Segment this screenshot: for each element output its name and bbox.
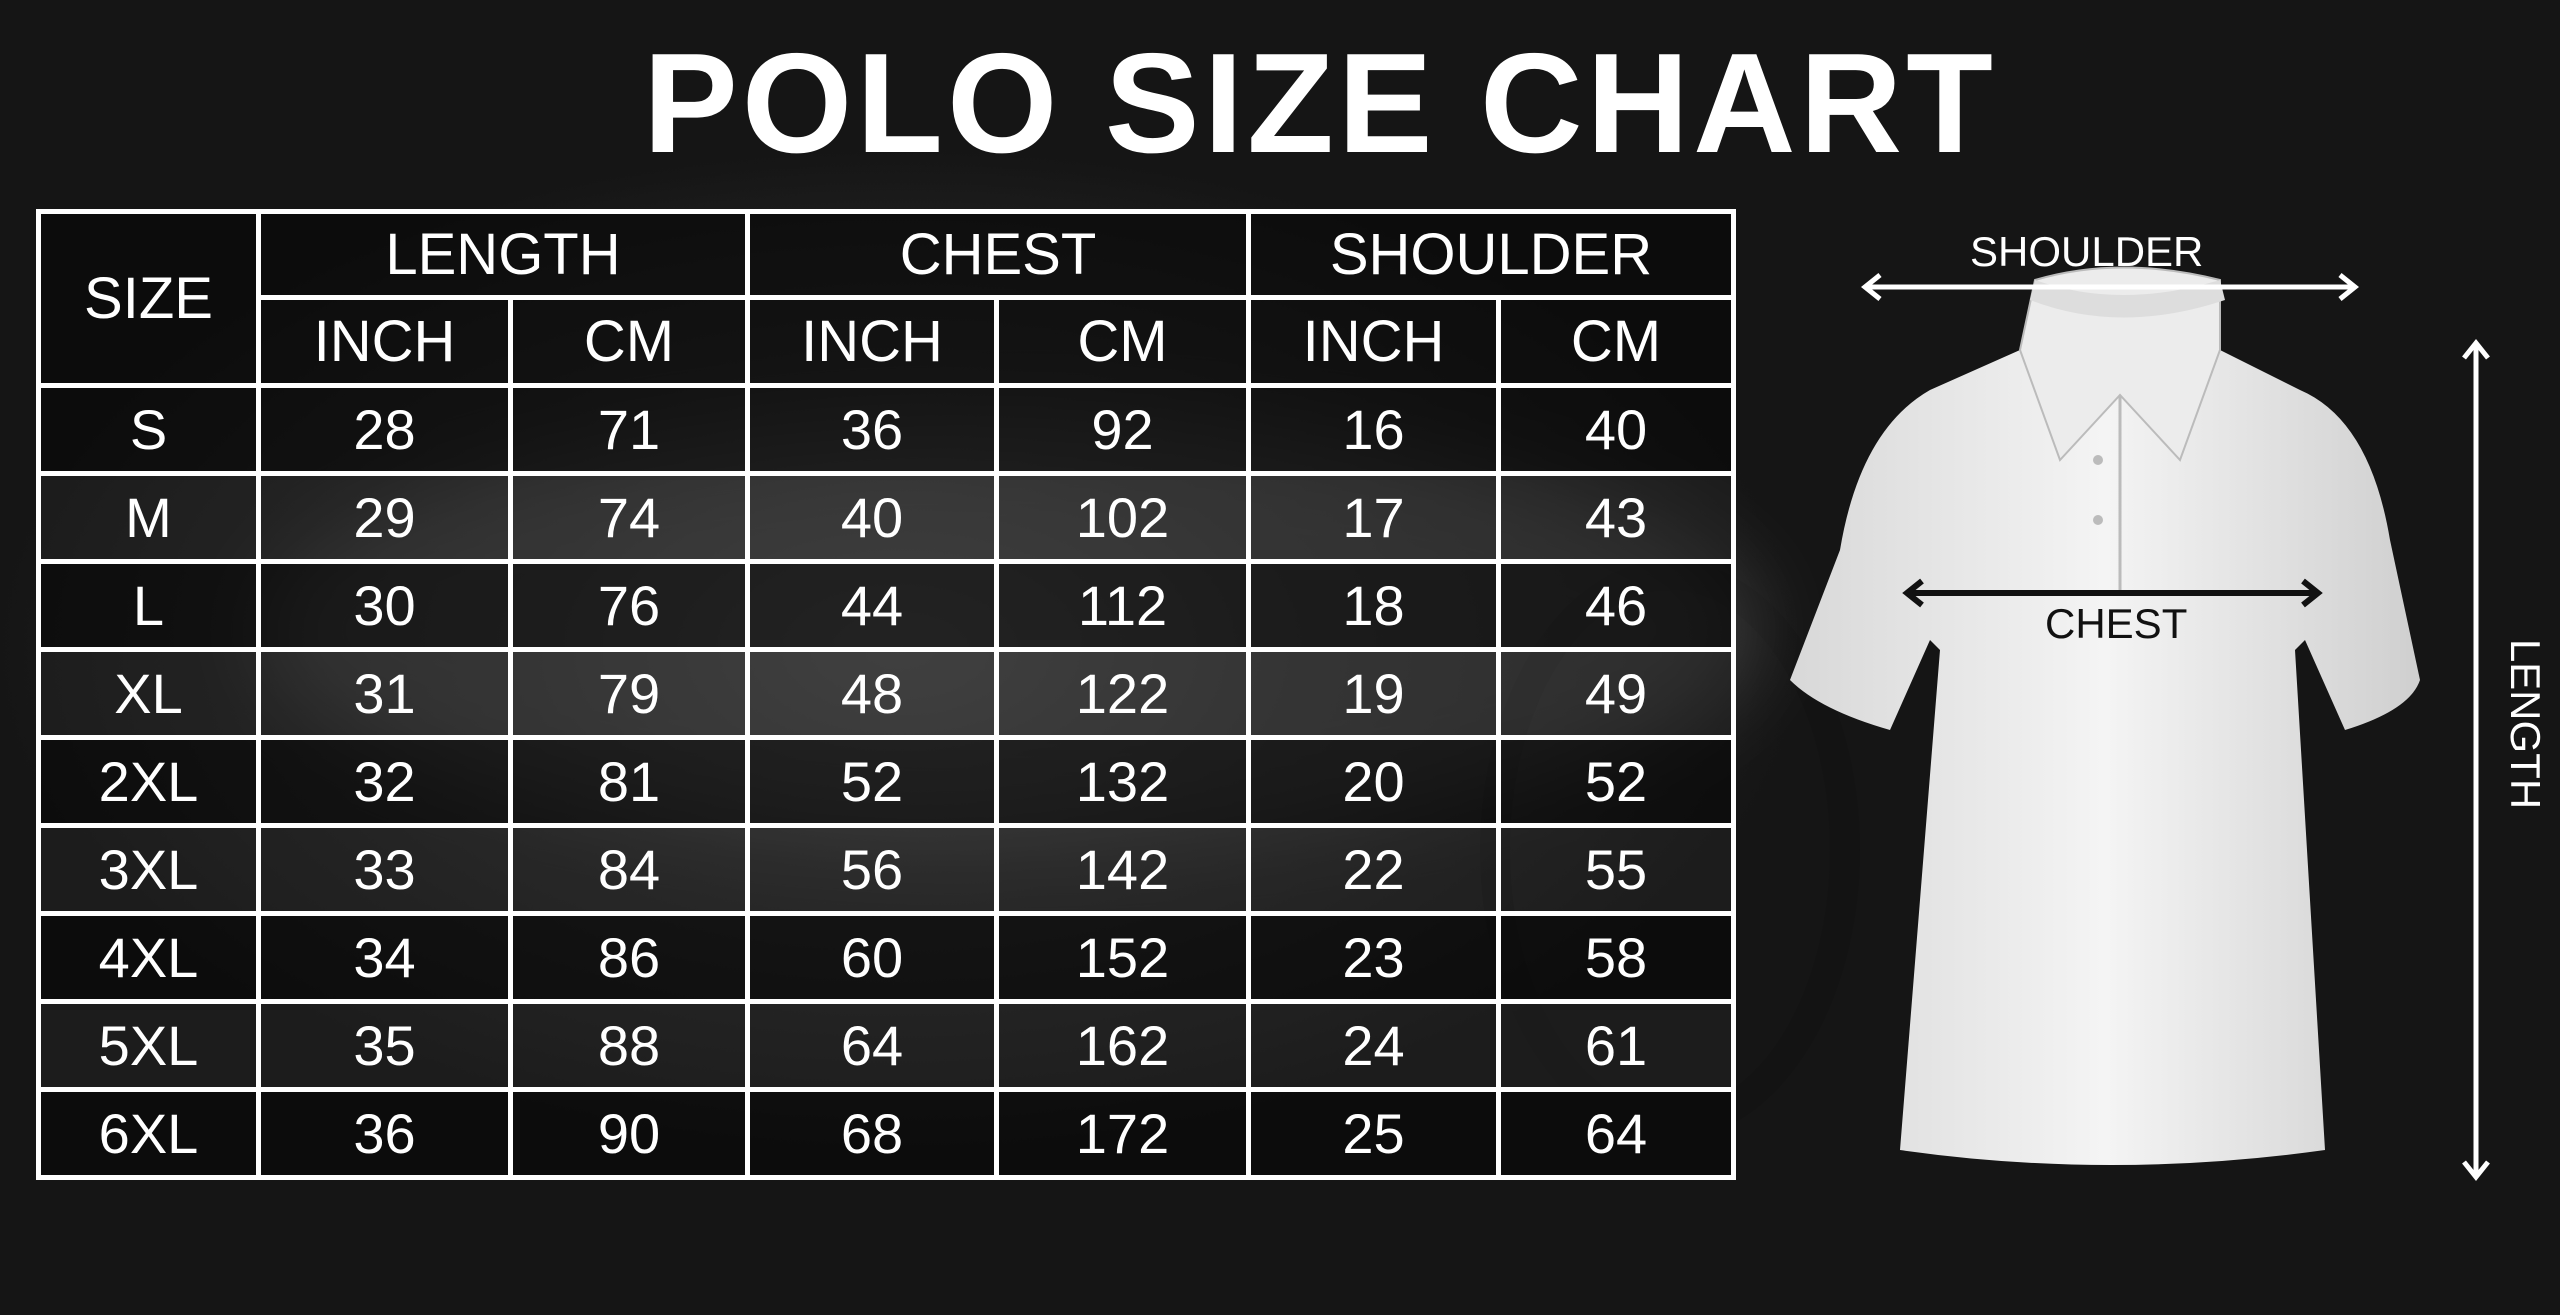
cell-shoulder-inch: 24 — [1246, 999, 1501, 1092]
cell-shoulder-cm: 43 — [1496, 471, 1736, 564]
cell-length-cm: 76 — [508, 559, 750, 652]
cell-length-cm: 71 — [508, 383, 750, 476]
cell-chest-cm: 152 — [994, 911, 1251, 1004]
cell-length-inch: 29 — [256, 471, 513, 564]
polo-shirt-illustration — [1790, 266, 2490, 1182]
chest-arrow — [1902, 578, 2323, 608]
cell-chest-cm: 102 — [994, 471, 1251, 564]
cell-shoulder-cm: 49 — [1496, 647, 1736, 740]
size-chart-table: SIZE LENGTH CHEST SHOULDER INCH CM INCH … — [36, 209, 1736, 1180]
cell-chest-cm: 162 — [994, 999, 1251, 1092]
cell-shoulder-cm: 55 — [1496, 823, 1736, 916]
length-label: LENGTH — [2502, 638, 2549, 810]
cell-chest-inch: 64 — [745, 999, 999, 1092]
cell-chest-inch: 44 — [745, 559, 999, 652]
cell-length-inch: 35 — [256, 999, 513, 1092]
cell-size: S — [36, 383, 261, 476]
chest-label: CHEST — [2045, 600, 2188, 647]
cell-shoulder-inch: 17 — [1246, 471, 1501, 564]
cell-length-inch: 34 — [256, 911, 513, 1004]
table-row: 5XL 35 88 64 162 24 61 — [36, 999, 1736, 1092]
cell-shoulder-cm: 58 — [1496, 911, 1736, 1004]
cell-chest-inch: 36 — [745, 383, 999, 476]
cell-chest-cm: 112 — [994, 559, 1251, 652]
cell-chest-inch: 40 — [745, 471, 999, 564]
header-shoulder: SHOULDER — [1246, 209, 1736, 300]
table-row: M 29 74 40 102 17 43 — [36, 471, 1736, 564]
cell-chest-cm: 122 — [994, 647, 1251, 740]
cell-length-cm: 90 — [508, 1087, 750, 1180]
cell-size: XL — [36, 647, 261, 740]
table-row: L 30 76 44 112 18 46 — [36, 559, 1736, 652]
cell-shoulder-cm: 46 — [1496, 559, 1736, 652]
cell-chest-inch: 56 — [745, 823, 999, 916]
cell-chest-inch: 52 — [745, 735, 999, 828]
cell-chest-inch: 60 — [745, 911, 999, 1004]
cell-chest-inch: 68 — [745, 1087, 999, 1180]
shirt-body — [1790, 350, 2420, 1165]
cell-length-inch: 28 — [256, 383, 513, 476]
page-title: POLO SIZE CHART — [643, 24, 1997, 183]
header-chest-inch: INCH — [745, 295, 999, 388]
table-row: XL 31 79 48 122 19 49 — [36, 647, 1736, 740]
header-length: LENGTH — [256, 209, 750, 300]
header-length-cm: CM — [508, 295, 750, 388]
cell-shoulder-inch: 20 — [1246, 735, 1501, 828]
table-row: 2XL 32 81 52 132 20 52 — [36, 735, 1736, 828]
table-body: S 28 71 36 92 16 40 M 29 74 40 102 17 43 L 30 76 44 112 18 4… — [36, 383, 1736, 1180]
header-length-inch: INCH — [256, 295, 513, 388]
cell-length-cm: 84 — [508, 823, 750, 916]
cell-size: 2XL — [36, 735, 261, 828]
cell-length-cm: 88 — [508, 999, 750, 1092]
table-row: 6XL 36 90 68 172 25 64 — [36, 1087, 1736, 1180]
cell-shoulder-inch: 18 — [1246, 559, 1501, 652]
cell-length-inch: 30 — [256, 559, 513, 652]
cell-shoulder-inch: 22 — [1246, 823, 1501, 916]
header-shoulder-cm: CM — [1496, 295, 1736, 388]
header-shoulder-inch: INCH — [1246, 295, 1501, 388]
shoulder-label: SHOULDER — [1970, 228, 2204, 275]
header-chest: CHEST — [745, 209, 1251, 300]
cell-size: 5XL — [36, 999, 261, 1092]
cell-size: 3XL — [36, 823, 261, 916]
cell-length-inch: 33 — [256, 823, 513, 916]
header-size: SIZE — [36, 209, 261, 388]
cell-length-cm: 74 — [508, 471, 750, 564]
cell-chest-cm: 132 — [994, 735, 1251, 828]
cell-shoulder-cm: 52 — [1496, 735, 1736, 828]
cell-shoulder-cm: 61 — [1496, 999, 1736, 1092]
cell-size: 4XL — [36, 911, 261, 1004]
cell-shoulder-inch: 25 — [1246, 1087, 1501, 1180]
shirt-collar — [2018, 266, 2221, 462]
table-row: S 28 71 36 92 16 40 — [36, 383, 1736, 476]
shirt-diagram: SHOULDER CHEST LENGTH — [1780, 220, 2560, 1210]
cell-length-inch: 31 — [256, 647, 513, 740]
cell-chest-inch: 48 — [745, 647, 999, 740]
cell-length-inch: 32 — [256, 735, 513, 828]
cell-shoulder-inch: 23 — [1246, 911, 1501, 1004]
table-row: 4XL 34 86 60 152 23 58 — [36, 911, 1736, 1004]
cell-size: 6XL — [36, 1087, 261, 1180]
cell-shoulder-cm: 40 — [1496, 383, 1736, 476]
cell-chest-cm: 172 — [994, 1087, 1251, 1180]
cell-shoulder-inch: 16 — [1246, 383, 1501, 476]
shoulder-arrow — [1860, 273, 2360, 301]
cell-length-inch: 36 — [256, 1087, 513, 1180]
cell-length-cm: 79 — [508, 647, 750, 740]
cell-length-cm: 86 — [508, 911, 750, 1004]
length-arrow — [2462, 338, 2490, 1182]
cell-size: L — [36, 559, 261, 652]
cell-chest-cm: 92 — [994, 383, 1251, 476]
cell-size: M — [36, 471, 261, 564]
cell-chest-cm: 142 — [994, 823, 1251, 916]
cell-shoulder-inch: 19 — [1246, 647, 1501, 740]
table-row: 3XL 33 84 56 142 22 55 — [36, 823, 1736, 916]
cell-length-cm: 81 — [508, 735, 750, 828]
header-chest-cm: CM — [994, 295, 1251, 388]
cell-shoulder-cm: 64 — [1496, 1087, 1736, 1180]
